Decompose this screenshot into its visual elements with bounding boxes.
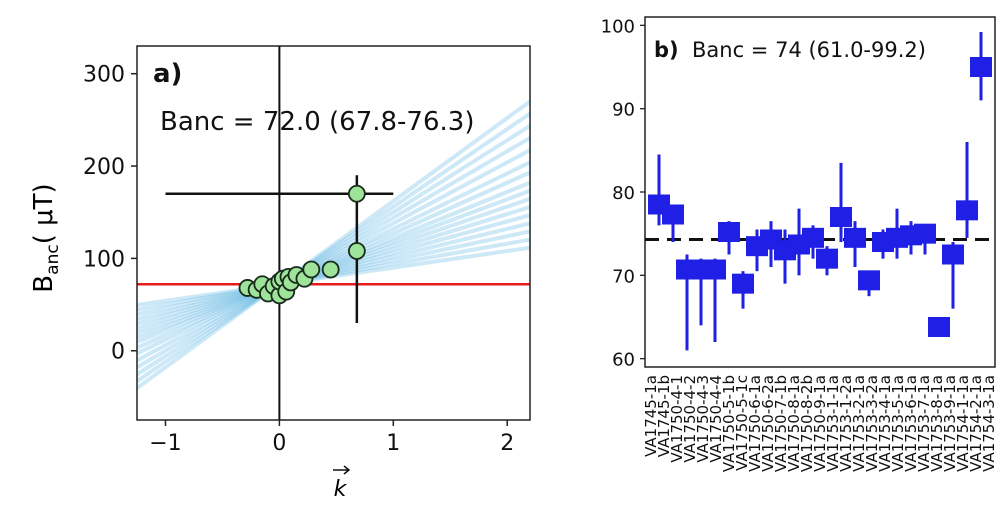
y-tick-label: 100 [83,247,125,272]
y-tick-label: 70 [612,266,635,287]
data-point [347,184,366,203]
data-marker [914,223,936,244]
data-marker [858,270,880,291]
category-label: VA1754-2-1a [967,375,985,472]
category-label: VA1750-5-1c [733,375,751,471]
data-marker [956,200,978,221]
y-tick-label: 0 [111,340,125,365]
category-label: VA1750-4-1 [668,375,686,463]
category-label: VA1754-1-1a [954,375,972,472]
data-marker [970,57,992,77]
fit-lines [137,99,530,390]
data-marker [802,227,824,248]
category-label: VA1745-1a [642,375,660,457]
category-label: VA1750-8-2b [798,375,816,472]
fit-line [137,170,530,350]
x-ticks: −1 0 1 2 [149,420,514,456]
data-point [347,242,366,260]
chart-b: 60 70 80 90 100 VA1745-1aVA1745-1bVA1750-4-1… [601,16,998,472]
category-label: VA1750-8-1a [785,375,803,472]
plot-frame-b [644,16,996,368]
y-tick-label: 90 [612,100,635,121]
category-label: VA1753-6-1a [902,375,920,472]
category-label: VA1750-6-2a [759,375,777,472]
plot-frame-a [136,45,531,421]
category-label: VA1750-9-1a [811,375,829,472]
x-axis-label: k [334,477,348,502]
category-label: VA1753-9-1a [941,375,959,472]
y-tick-label: 300 [83,63,125,88]
category-label: VA1753-3-2a [863,375,881,472]
y-axis-label: Banc( μT) [29,183,63,292]
category-label: VA1753-5-1a [889,375,907,472]
data-points [238,184,366,305]
ylabel-sub: anc [43,244,63,275]
category-label: VA1745-1b [655,375,673,457]
data-marker [830,207,852,227]
data-marker [662,204,684,225]
x-tick-label: 1 [386,431,400,456]
y-ticks-b: 60 70 80 90 100 [601,16,645,371]
data-marker [718,222,740,242]
ylabel-main: B [29,275,59,293]
y-ticks: 0 100 200 300 [83,63,137,365]
panel-label-a: a) [153,59,182,89]
ylabel-unit: ( μT) [29,183,59,244]
category-label: VA1753-4-1a [876,375,894,472]
chart-a: −1 0 1 2 0 100 200 300 a) Banc = 72.0 (67.8-76… [29,45,531,502]
category-label: VA1753-1-2a [837,375,855,472]
data-marker [844,227,866,248]
category-label: VA1753-7-1a [915,375,933,472]
x-tick-label: 0 [272,431,286,456]
category-label: VA1754-3-1a [980,375,998,472]
category-label: VA1750-5-1b [720,375,738,472]
svg-text:Banc( μT): Banc( μT) [29,183,63,292]
category-label: VA1750-4-3 [694,375,712,463]
category-label: VA1753-8-1a [928,375,946,472]
data-marker [704,259,726,280]
category-label: VA1753-1-1a [824,375,842,472]
data-marker [816,248,838,269]
category-label: VA1750-7-1b [772,375,790,472]
fit-line [137,111,530,383]
data-point [321,260,340,279]
error-bars-b [648,32,992,351]
category-labels: VA1745-1aVA1745-1bVA1750-4-1VA1750-4-2VA… [642,375,998,472]
y-tick-label: 100 [601,16,635,37]
panel-label-b: b) [654,38,679,62]
fit-line [137,148,530,363]
fit-line [137,136,530,370]
fit-line [137,99,530,390]
y-tick-label: 200 [83,155,125,180]
fit-line [137,160,530,356]
y-tick-label: 60 [612,350,635,371]
data-marker [942,244,964,265]
data-marker [732,273,754,294]
x-tick-label: −1 [149,431,181,456]
annotation-b: Banc = 74 (61.0-99.2) [692,38,926,62]
data-point [302,260,321,279]
data-marker [928,317,950,337]
fit-line [137,124,530,376]
annotation-a: Banc = 72.0 (67.8-76.3) [160,107,474,137]
y-tick-label: 80 [612,183,635,204]
category-label: VA1753-2-1a [850,375,868,472]
vector-arrow-icon [333,465,351,475]
category-label: VA1750-4-4 [707,375,725,463]
category-label: VA1750-4-2 [681,375,699,463]
category-label: VA1750-6-1a [746,375,764,472]
x-tick-label: 2 [500,431,514,456]
